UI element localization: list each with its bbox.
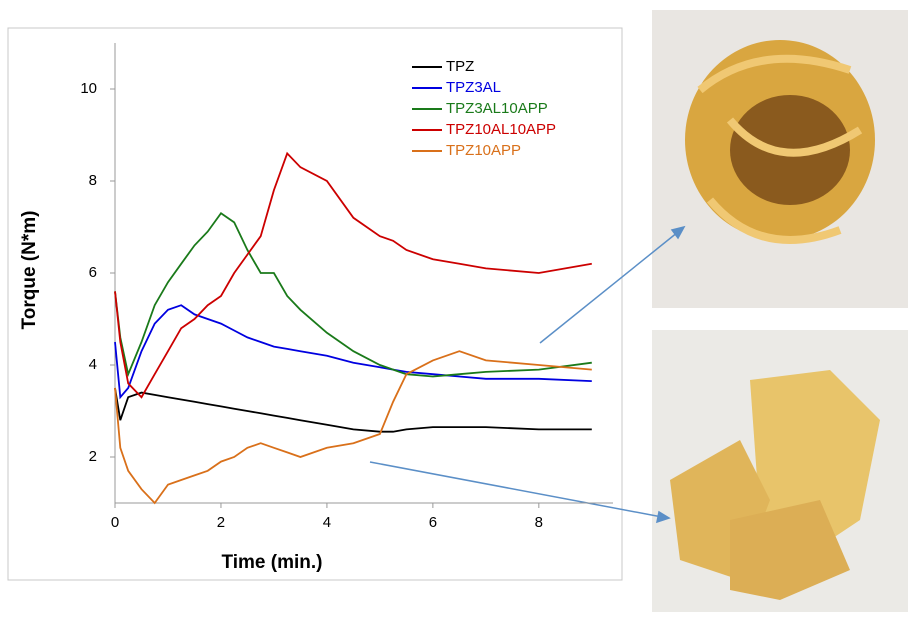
legend-label: TPZ10APP [446,142,521,159]
photo-film [652,10,908,308]
y-tick-label: 2 [89,448,97,465]
legend-label: TPZ [446,58,474,75]
x-tick-label: 6 [429,514,437,531]
y-axis-label: Torque (N*m) [19,211,40,330]
x-axis-label: Time (min.) [222,552,323,573]
x-tick-label: 8 [535,514,543,531]
x-tick-label: 4 [323,514,331,531]
y-tick-label: 4 [89,356,97,373]
y-tick-label: 6 [89,264,97,281]
legend-label: TPZ10AL10APP [446,121,556,138]
legend-label: TPZ3AL10APP [446,100,548,117]
x-tick-label: 2 [217,514,225,531]
y-tick-label: 8 [89,172,97,189]
x-tick-label: 0 [111,514,119,531]
page: Time (min.) Torque (N*m) 2 4 6 8 10 0 2 4 6 8 TPZ T… [0,0,910,620]
photo-powder [652,330,908,612]
y-tick-label: 10 [80,80,97,97]
figure: Time (min.) Torque (N*m) 2 4 6 8 10 0 2 4 6 8 TPZ T… [0,0,910,615]
legend-label: TPZ3AL [446,79,501,96]
